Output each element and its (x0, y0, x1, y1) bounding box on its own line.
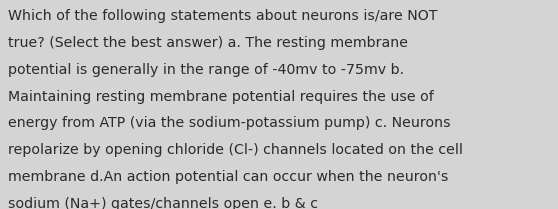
Text: true? (Select the best answer) a. The resting membrane: true? (Select the best answer) a. The re… (8, 36, 408, 50)
Text: repolarize by opening chloride (Cl-) channels located on the cell: repolarize by opening chloride (Cl-) cha… (8, 143, 463, 157)
Text: Maintaining resting membrane potential requires the use of: Maintaining resting membrane potential r… (8, 90, 434, 104)
Text: membrane d.An action potential can occur when the neuron's: membrane d.An action potential can occur… (8, 170, 449, 184)
Text: potential is generally in the range of -40mv to -75mv b.: potential is generally in the range of -… (8, 63, 405, 77)
Text: sodium (Na+) gates/channels open e. b & c: sodium (Na+) gates/channels open e. b & … (8, 197, 319, 209)
Text: Which of the following statements about neurons is/are NOT: Which of the following statements about … (8, 9, 438, 23)
Text: energy from ATP (via the sodium-potassium pump) c. Neurons: energy from ATP (via the sodium-potassiu… (8, 116, 451, 130)
